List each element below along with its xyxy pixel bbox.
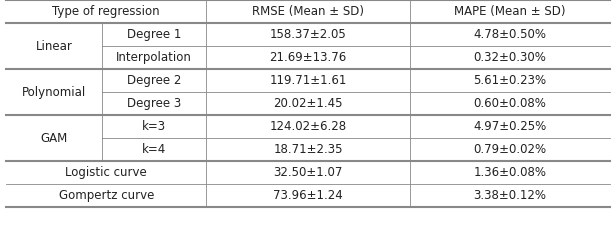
Text: 0.32±0.30%: 0.32±0.30%: [473, 51, 546, 64]
Text: RMSE (Mean ± SD): RMSE (Mean ± SD): [252, 5, 364, 18]
Text: k=3: k=3: [142, 120, 166, 133]
Text: Polynomial: Polynomial: [22, 86, 86, 99]
Text: 119.71±1.61: 119.71±1.61: [269, 74, 347, 87]
Text: MAPE (Mean ± SD): MAPE (Mean ± SD): [454, 5, 565, 18]
Text: Degree 1: Degree 1: [127, 28, 181, 41]
Text: Linear: Linear: [36, 40, 72, 53]
Text: 5.61±0.23%: 5.61±0.23%: [473, 74, 546, 87]
Text: 0.60±0.08%: 0.60±0.08%: [473, 97, 546, 110]
Text: Degree 2: Degree 2: [127, 74, 181, 87]
Text: k=4: k=4: [142, 143, 166, 156]
Text: Interpolation: Interpolation: [116, 51, 192, 64]
Text: Degree 3: Degree 3: [127, 97, 181, 110]
Text: Gompertz curve: Gompertz curve: [59, 189, 154, 202]
Text: 18.71±2.35: 18.71±2.35: [274, 143, 342, 156]
Text: Logistic curve: Logistic curve: [65, 166, 147, 179]
Text: 0.79±0.02%: 0.79±0.02%: [473, 143, 546, 156]
Text: 4.97±0.25%: 4.97±0.25%: [473, 120, 546, 133]
Text: GAM: GAM: [40, 132, 68, 145]
Text: 20.02±1.45: 20.02±1.45: [274, 97, 342, 110]
Text: 32.50±1.07: 32.50±1.07: [274, 166, 342, 179]
Text: 73.96±1.24: 73.96±1.24: [273, 189, 343, 202]
Text: 158.37±2.05: 158.37±2.05: [270, 28, 346, 41]
Text: 4.78±0.50%: 4.78±0.50%: [473, 28, 546, 41]
Text: 21.69±13.76: 21.69±13.76: [269, 51, 347, 64]
Text: 124.02±6.28: 124.02±6.28: [269, 120, 347, 133]
Text: Type of regression: Type of regression: [52, 5, 160, 18]
Text: 1.36±0.08%: 1.36±0.08%: [473, 166, 546, 179]
Text: 3.38±0.12%: 3.38±0.12%: [473, 189, 546, 202]
